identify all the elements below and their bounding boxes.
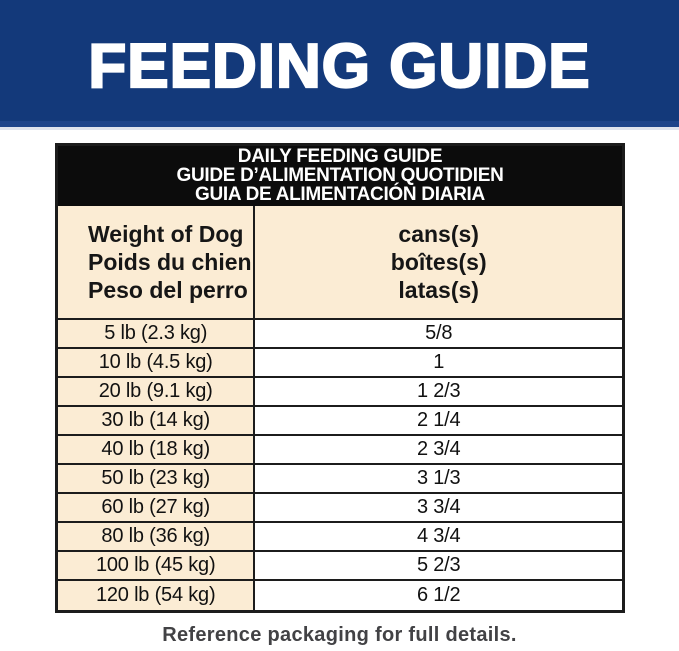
table-row: 80 lb (36 kg) 4 3/4 — [58, 523, 622, 552]
column-header-row: Weight of Dog Poids du chien Peso del pe… — [58, 206, 622, 320]
table-title-line-es: GUIA DE ALIMENTACIÓN DIARIA — [195, 184, 485, 205]
table-title: DAILY FEEDING GUIDE GUIDE D’ALIMENTATION… — [58, 146, 622, 206]
feeding-guide-banner: FEEDING GUIDE — [0, 0, 679, 130]
banner-title: FEEDING GUIDE — [87, 31, 591, 102]
weight-cell: 120 lb (54 kg) — [58, 581, 256, 610]
weight-cell: 50 lb (23 kg) — [58, 465, 256, 492]
cans-cell: 2 3/4 — [255, 436, 622, 463]
cans-header-en: cans(s) — [398, 221, 479, 247]
daily-feeding-table: DAILY FEEDING GUIDE GUIDE D’ALIMENTATION… — [55, 143, 625, 613]
table-row: 10 lb (4.5 kg) 1 — [58, 349, 622, 378]
table-row: 100 lb (45 kg) 5 2/3 — [58, 552, 622, 581]
table-row: 120 lb (54 kg) 6 1/2 — [58, 581, 622, 610]
table-row: 5 lb (2.3 kg) 5/8 — [58, 320, 622, 349]
cans-column-header: cans(s) boîtes(s) latas(s) — [255, 206, 622, 318]
weight-cell: 30 lb (14 kg) — [58, 407, 256, 434]
table-row: 20 lb (9.1 kg) 1 2/3 — [58, 378, 622, 407]
banner-bottom-edge — [0, 127, 679, 130]
weight-header-es: Peso del perro — [88, 277, 248, 303]
table-row: 50 lb (23 kg) 3 1/3 — [58, 465, 622, 494]
cans-cell: 5 2/3 — [255, 552, 622, 579]
weight-column-header: Weight of Dog Poids du chien Peso del pe… — [58, 206, 256, 318]
table-row: 40 lb (18 kg) 2 3/4 — [58, 436, 622, 465]
cans-header-fr: boîtes(s) — [390, 249, 487, 275]
table-row: 30 lb (14 kg) 2 1/4 — [58, 407, 622, 436]
cans-cell: 5/8 — [255, 320, 622, 347]
table-body: 5 lb (2.3 kg) 5/8 10 lb (4.5 kg) 1 20 lb (9.… — [58, 320, 622, 610]
weight-header-en: Weight of Dog — [88, 221, 244, 247]
weight-cell: 40 lb (18 kg) — [58, 436, 256, 463]
footer-note: Reference packaging for full details. — [162, 624, 517, 646]
cans-cell: 1 2/3 — [255, 378, 622, 405]
banner-accent-strip — [0, 121, 679, 127]
banner-background: FEEDING GUIDE — [0, 0, 679, 121]
weight-cell: 5 lb (2.3 kg) — [58, 320, 256, 347]
table-title-line-fr: GUIDE D’ALIMENTATION QUOTIDIEN — [176, 165, 504, 186]
cans-cell: 6 1/2 — [255, 581, 622, 610]
cans-cell: 3 1/3 — [255, 465, 622, 492]
weight-cell: 80 lb (36 kg) — [58, 523, 256, 550]
cans-header-es: latas(s) — [398, 277, 479, 303]
cans-cell: 2 1/4 — [255, 407, 622, 434]
table-row: 60 lb (27 kg) 3 3/4 — [58, 494, 622, 523]
weight-cell: 20 lb (9.1 kg) — [58, 378, 256, 405]
cans-cell: 1 — [255, 349, 622, 376]
weight-cell: 60 lb (27 kg) — [58, 494, 256, 521]
weight-cell: 100 lb (45 kg) — [58, 552, 256, 579]
cans-cell: 4 3/4 — [255, 523, 622, 550]
weight-cell: 10 lb (4.5 kg) — [58, 349, 256, 376]
cans-cell: 3 3/4 — [255, 494, 622, 521]
table-title-line-en: DAILY FEEDING GUIDE — [237, 146, 443, 167]
weight-header-fr: Poids du chien — [88, 249, 252, 275]
